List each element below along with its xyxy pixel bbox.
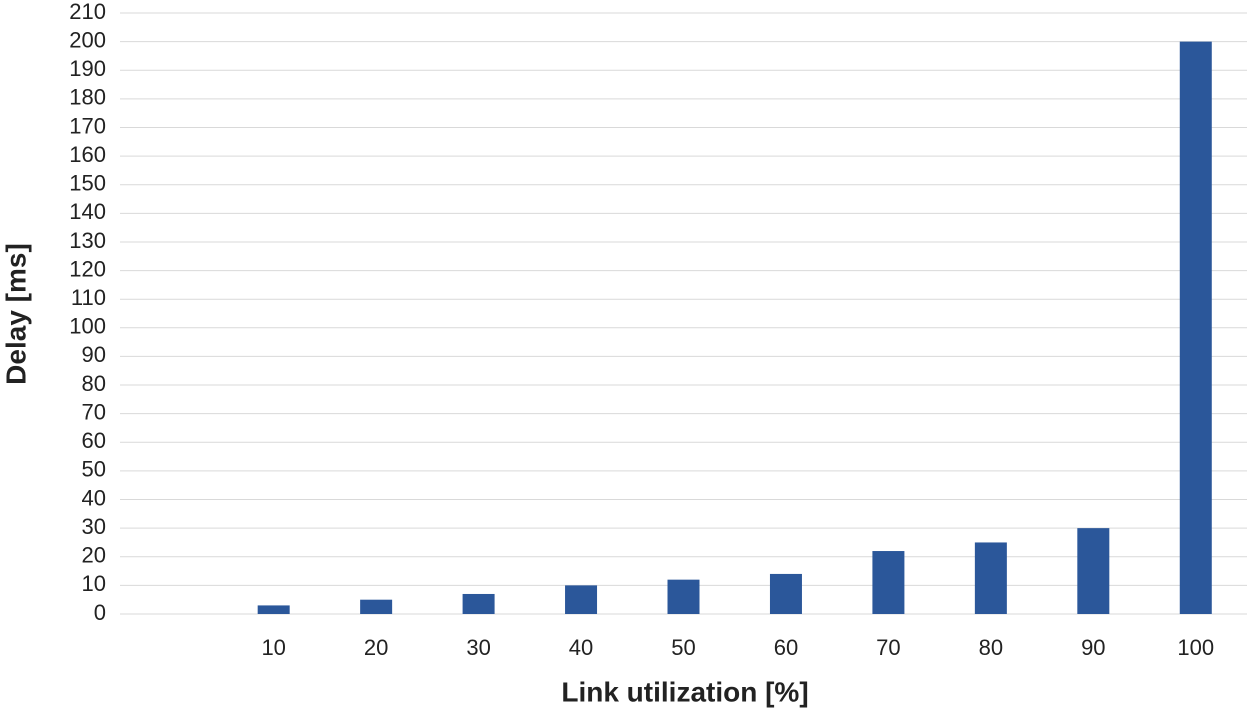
x-tick-label: 40 <box>569 635 593 660</box>
y-tick-label: 90 <box>82 342 106 367</box>
y-tick-label: 70 <box>82 399 106 424</box>
bar <box>462 593 495 614</box>
y-tick-label: 60 <box>82 428 106 453</box>
x-axis-title: Link utilization [%] <box>561 676 808 707</box>
y-tick-label: 10 <box>82 571 106 596</box>
y-tick-label: 140 <box>69 199 106 224</box>
y-tick-label: 120 <box>69 256 106 281</box>
x-tick-label: 60 <box>774 635 798 660</box>
x-tick-label: 10 <box>261 635 285 660</box>
y-tick-label: 30 <box>82 514 106 539</box>
bar <box>872 551 905 614</box>
y-tick-label: 210 <box>69 0 106 24</box>
y-tick-label: 100 <box>69 314 106 339</box>
y-tick-label: 160 <box>69 142 106 167</box>
x-tick-label: 70 <box>876 635 900 660</box>
bar <box>565 585 598 614</box>
x-tick-label: 90 <box>1081 635 1105 660</box>
y-tick-label: 150 <box>69 171 106 196</box>
x-tick-label: 50 <box>671 635 695 660</box>
bar <box>257 605 290 614</box>
y-tick-label: 20 <box>82 543 106 568</box>
y-tick-label: 130 <box>69 228 106 253</box>
bar <box>1077 528 1110 614</box>
x-tick-label: 80 <box>979 635 1003 660</box>
x-tick-label: 30 <box>466 635 490 660</box>
bar <box>974 542 1007 614</box>
y-axis-title: Delay [ms] <box>0 243 31 385</box>
y-tick-label: 40 <box>82 485 106 510</box>
y-tick-label: 80 <box>82 371 106 396</box>
y-tick-label: 50 <box>82 457 106 482</box>
y-tick-label: 180 <box>69 85 106 110</box>
x-tick-label: 100 <box>1177 635 1214 660</box>
x-tick-label: 20 <box>364 635 388 660</box>
y-tick-label: 110 <box>71 285 106 310</box>
y-tick-label: 200 <box>69 27 106 52</box>
bar <box>360 599 393 614</box>
bar <box>1179 41 1212 615</box>
y-tick-label: 0 <box>94 600 106 625</box>
bar <box>769 573 802 614</box>
bar <box>667 579 700 614</box>
y-tick-label: 190 <box>69 56 106 81</box>
y-tick-label: 170 <box>69 113 106 138</box>
